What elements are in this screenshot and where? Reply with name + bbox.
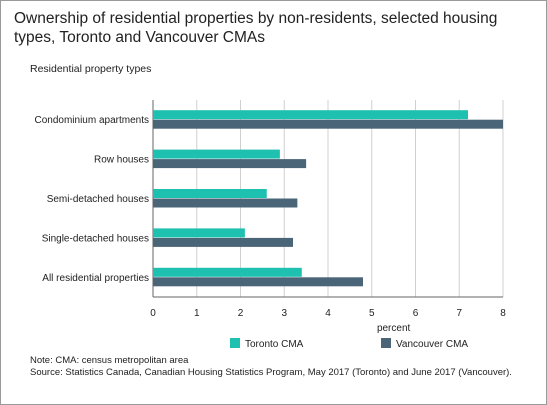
x-tick-label-1: 1 [194,308,200,319]
bar-vancouver-1 [153,159,307,169]
bar-toronto-2 [153,189,267,198]
legend-swatch-0 [230,338,240,348]
legend-label-1: Vancouver CMA [396,339,468,350]
bar-toronto-4 [153,267,302,277]
x-tick-label-8: 8 [500,308,506,319]
bar-vancouver-0 [153,119,503,129]
x-tick-label-3: 3 [281,308,287,319]
legend: Toronto CMA Vancouver CMA [230,338,468,350]
category-label-3: Single-detached houses [42,233,149,244]
x-tick-label-4: 4 [325,308,331,319]
category-label-1: Row houses [94,155,149,166]
y-axis-label: Residential property types [30,63,152,75]
bar-vancouver-2 [153,198,298,208]
category-label-2: Semi-detached houses [47,194,149,205]
source-text: Source: Statistics Canada, Canadian Hous… [30,367,512,378]
bar-toronto-3 [153,228,245,238]
bar-vancouver-4 [153,277,363,287]
bars [153,110,503,287]
note-text: Note: CMA: census metropolitan area [30,355,189,366]
legend-swatch-1 [381,338,391,348]
bar-toronto-1 [153,149,280,159]
x-tick-labels: 0 1 2 3 4 5 6 7 8 [150,308,506,319]
x-tick-label-5: 5 [369,308,375,319]
bar-vancouver-3 [153,237,293,247]
chart-title: Ownership of residential properties by n… [14,10,498,46]
x-tick-label-7: 7 [456,308,462,319]
footnotes: Note: CMA: census metropolitan area Sour… [30,355,535,379]
x-axis-label: percent [377,323,411,334]
legend-label-0: Toronto CMA [245,339,304,350]
bar-toronto-0 [153,110,468,120]
category-label-4: All residential properties [42,273,149,284]
x-tick-label-2: 2 [238,308,244,319]
x-tick-label-6: 6 [413,308,419,319]
category-label-0: Condominium apartments [35,115,150,126]
category-labels: Condominium apartments Row houses Semi-det… [35,115,150,284]
x-tick-label-0: 0 [150,308,156,319]
